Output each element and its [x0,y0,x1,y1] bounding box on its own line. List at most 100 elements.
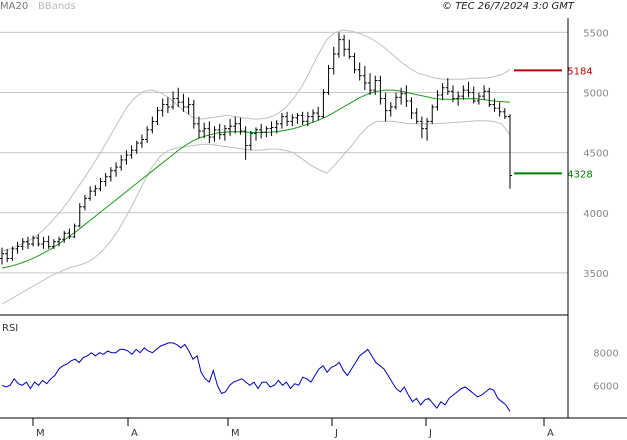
bollinger-bands [1,29,511,305]
price-bar [290,114,295,127]
price-grid [0,31,568,274]
price-levels: 5184 4328 [514,66,593,180]
ma20-legend-label: MA20 [0,1,28,12]
price-bar [419,116,424,139]
resistance-level-label: 5184 [567,66,592,77]
price-bar [295,112,300,124]
support-level-label: 4328 [567,169,592,180]
price-bar [134,140,139,154]
price-tick-label: 3500 [583,269,608,280]
price-bar [25,236,30,249]
price-bar [191,99,196,129]
price-bar [119,155,124,171]
price-bar [409,97,414,120]
price-bar [217,123,222,140]
price-bar [36,234,41,247]
ma20-path [1,89,511,269]
price-bar [336,32,341,58]
price-bar [171,91,176,110]
price-bar [31,235,36,247]
price-bar [155,106,160,126]
price-bar [222,125,227,141]
price-bar [98,177,103,192]
price-bar [352,52,357,74]
price-bar [82,194,87,211]
price-bar [492,98,497,112]
bband-upper-line [1,29,511,252]
price-bar [248,131,253,151]
price-bar [440,82,445,100]
rsi-label: RSI [2,323,18,334]
price-bar [254,127,258,141]
time-tick-label: M [231,428,240,439]
price-bar [176,87,181,107]
price-bar [57,236,62,247]
price-bar [404,85,409,107]
price-bar [300,111,305,126]
time-tick-label: A [547,428,554,439]
price-bar [46,235,51,249]
price-bar [368,73,373,95]
price-bar [5,248,10,263]
rsi-panel: RSI 6000 8000 [1,323,619,412]
price-bar [305,111,310,127]
rsi-tick-label: 6000 [593,381,618,392]
price-bar [326,64,331,95]
price-bar [508,114,512,189]
price-bar [207,121,212,144]
price-bar [238,117,243,135]
price-bar [202,122,207,139]
price-bar [67,228,72,240]
time-tick-label: M [36,428,45,439]
price-bar [233,116,238,134]
price-bar [316,106,321,121]
price-bar [269,121,274,136]
price-bar [456,91,461,106]
price-bar [285,111,290,127]
price-bar [425,117,430,141]
price-bar [321,88,326,118]
price-bar [445,78,450,95]
price-bar [72,223,77,239]
price-bar [228,119,233,136]
price-tick-label: 4500 [583,149,608,160]
price-bar [331,46,336,75]
price-tick-label: 5500 [583,28,608,39]
price-bar [466,81,471,98]
price-bar [0,247,4,265]
price-bar [259,123,264,139]
price-bar [150,116,155,134]
price-bar [347,39,352,59]
rsi-path [1,342,511,412]
price-bar [129,145,134,159]
price-bar [497,102,502,117]
price-bar [482,85,487,100]
price-bar [20,238,25,251]
price-bar [487,87,492,107]
price-bar [114,162,119,177]
price-bar [139,134,144,148]
price-bar [124,150,129,165]
price-bar [362,66,367,91]
price-bar [279,112,284,129]
price-bar [15,241,20,254]
rsi-line [1,342,511,412]
price-bar [243,126,248,160]
bband-lower-line [1,120,511,305]
price-tick-label: 4000 [583,209,608,220]
price-panel: 3500 4000 4500 5000 5500 5184 4328 [0,28,609,305]
price-bar [145,126,150,144]
price-bar [10,246,15,261]
price-bar [181,93,186,112]
price-bar [186,97,191,115]
price-bar [311,109,316,123]
price-bar [62,230,67,243]
time-tick-label: J [334,428,338,439]
price-bar [383,92,388,122]
ma20-line [1,89,511,269]
bbands-legend-label: BBands [38,1,76,12]
price-bar [461,85,466,100]
price-bar [51,239,56,249]
rsi-y-axis: 6000 8000 [593,349,618,393]
